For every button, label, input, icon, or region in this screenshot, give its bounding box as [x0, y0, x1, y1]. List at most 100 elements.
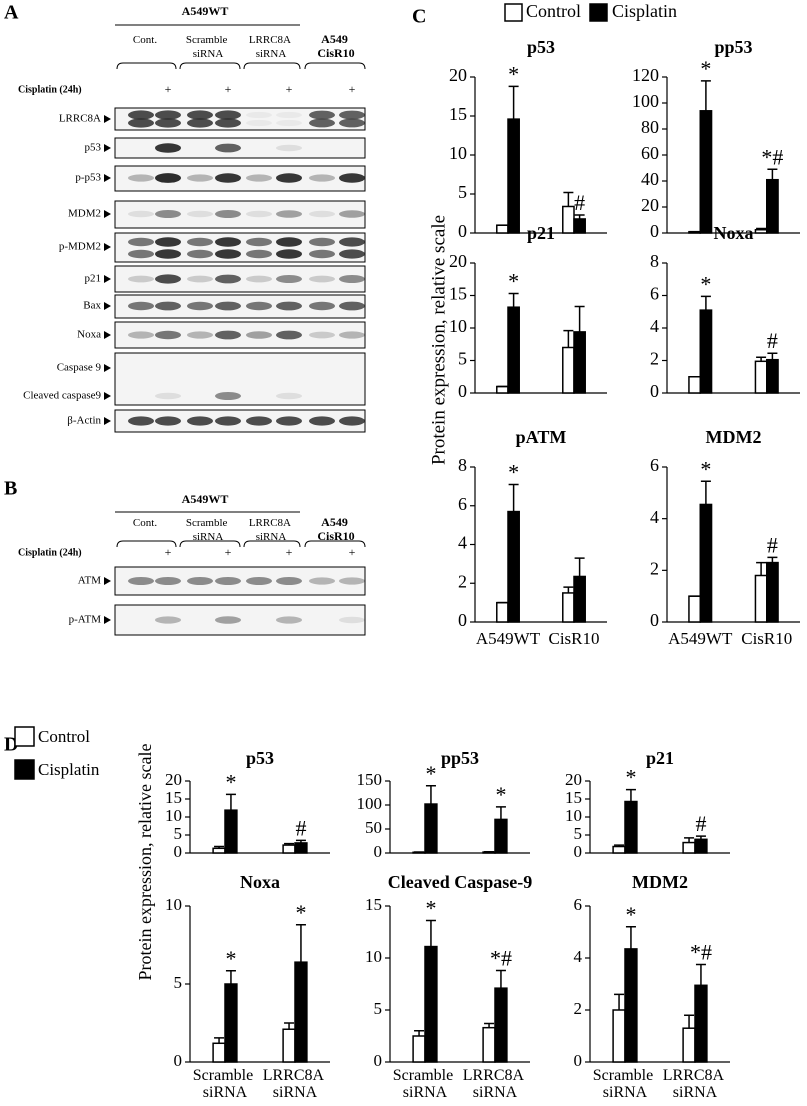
x-tick-label: LRRC8A siRNA — [463, 1067, 527, 1101]
bar — [507, 118, 520, 234]
error-bar — [284, 842, 295, 846]
y-tick-label: 10 — [449, 143, 467, 163]
bar — [694, 984, 708, 1063]
y-tick-label: 4 — [458, 533, 467, 553]
bar — [766, 178, 779, 234]
group-label: A549WT — [182, 4, 229, 18]
band — [128, 210, 154, 218]
band — [187, 416, 213, 426]
significance-mark: * — [295, 900, 306, 925]
band — [246, 331, 272, 339]
band — [246, 119, 272, 127]
band — [246, 275, 272, 283]
group-label: A549WT — [182, 492, 229, 506]
band — [215, 249, 241, 259]
significance-mark: * — [425, 761, 436, 786]
band — [128, 275, 154, 283]
bar — [496, 385, 509, 394]
error-bar — [225, 969, 236, 984]
significance-mark: * — [700, 456, 711, 481]
band — [128, 249, 154, 259]
band — [215, 301, 241, 311]
treated-mark: + — [225, 545, 232, 559]
bar — [562, 346, 575, 394]
band — [339, 249, 365, 259]
y-tick-label: 0 — [458, 381, 467, 401]
y-tick-label: 10 — [565, 806, 582, 825]
band — [128, 237, 154, 247]
band — [215, 330, 241, 340]
band — [215, 210, 241, 218]
error-bar — [295, 923, 306, 963]
treated-mark: + — [349, 545, 356, 559]
bracket — [243, 540, 301, 548]
bar — [496, 224, 509, 234]
row-label: Bax — [83, 300, 101, 312]
y-tick-label: 10 — [165, 895, 182, 914]
band — [128, 174, 154, 182]
row-arrow — [104, 331, 111, 339]
band — [215, 237, 241, 247]
treated-mark: + — [165, 82, 172, 96]
chart-title: pp53 — [441, 748, 479, 768]
row-label: ATM — [78, 575, 101, 587]
band — [155, 143, 181, 153]
y-tick-label: 10 — [449, 316, 467, 336]
y-tick-label: 4 — [574, 947, 583, 966]
bar — [754, 574, 768, 623]
row-arrow — [104, 243, 111, 251]
y-tick-label: 100 — [632, 91, 659, 111]
bar — [699, 110, 713, 234]
band — [276, 119, 302, 127]
bar — [496, 601, 509, 623]
band — [155, 173, 181, 183]
x-tick-label: CisR10 — [548, 629, 599, 648]
row-arrow — [104, 302, 111, 310]
band — [309, 301, 335, 311]
bar — [212, 1042, 226, 1063]
band — [339, 110, 365, 120]
row-label: p-p53 — [75, 172, 101, 184]
band — [246, 416, 272, 426]
y-tick-label: 0 — [174, 1051, 183, 1070]
band — [155, 237, 181, 247]
chart-title: p21 — [646, 748, 674, 768]
significance-mark: # — [574, 190, 585, 215]
legend-label: Control — [38, 727, 90, 746]
column-label: LRRC8A siRNA — [249, 34, 293, 60]
significance-mark: * — [625, 902, 636, 927]
y-tick-label: 0 — [374, 842, 383, 861]
bar — [562, 592, 575, 623]
band — [215, 274, 241, 284]
bar — [482, 1026, 496, 1063]
error-bar — [495, 969, 506, 989]
row-arrow — [104, 577, 111, 585]
x-tick-label: A549WT — [476, 629, 541, 648]
band — [276, 237, 302, 247]
band — [339, 616, 365, 624]
bar — [494, 818, 508, 854]
y-tick-label: 20 — [565, 770, 582, 789]
bar — [294, 961, 308, 1063]
significance-mark: * — [625, 765, 636, 790]
band — [339, 331, 365, 339]
band — [187, 110, 213, 120]
band — [339, 416, 365, 426]
error-bar — [574, 305, 585, 332]
legend-swatch — [14, 726, 35, 747]
y-tick-label: 80 — [641, 117, 659, 137]
row-label: p21 — [85, 273, 102, 285]
error-bar — [625, 788, 636, 802]
error-bar — [414, 1030, 425, 1036]
band — [339, 275, 365, 283]
error-bar — [614, 993, 625, 1010]
band — [276, 330, 302, 340]
band — [187, 249, 213, 259]
band — [276, 616, 302, 624]
bar — [282, 1028, 296, 1063]
y-tick-label: 20 — [641, 195, 659, 215]
bar — [507, 306, 520, 394]
bar — [612, 1009, 626, 1063]
error-bar — [425, 919, 436, 947]
y-tick-label: 10 — [165, 806, 182, 825]
